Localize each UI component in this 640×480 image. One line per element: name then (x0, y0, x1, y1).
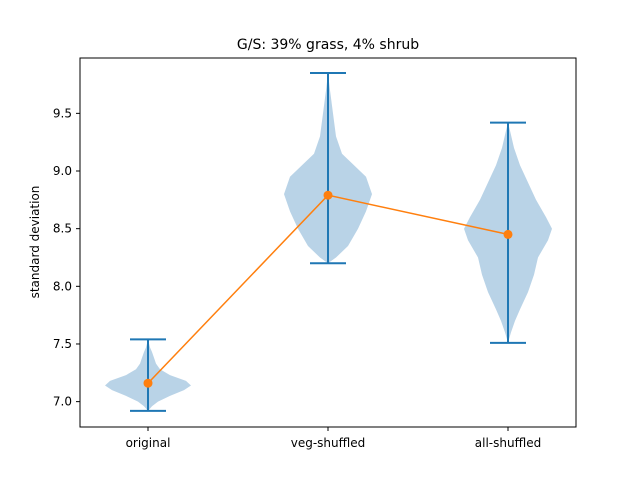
mean-point-all-shuffled (503, 229, 513, 239)
x-axis: original veg-shuffled all-shuffled (126, 427, 541, 450)
y-tick-label: 8.5 (53, 222, 72, 236)
y-tick-label: 7.5 (53, 337, 72, 351)
x-tick-label: original (126, 436, 171, 450)
y-axis: 7.0 7.5 8.0 8.5 9.0 9.5 (53, 106, 80, 409)
y-tick-label: 7.0 (53, 395, 72, 409)
mean-line-layer (143, 190, 513, 388)
mean-point-original (143, 378, 153, 388)
y-tick-label: 9.0 (53, 164, 72, 178)
x-tick-label: all-shuffled (475, 436, 541, 450)
mean-point-veg-shuffled (323, 190, 333, 200)
chart-title: G/S: 39% grass, 4% shrub (237, 37, 419, 53)
y-axis-label: standard deviation (28, 186, 42, 299)
y-tick-label: 8.0 (53, 279, 72, 293)
whiskers-layer (130, 71, 526, 412)
y-tick-label: 9.5 (53, 106, 72, 120)
x-tick-label: veg-shuffled (291, 436, 366, 450)
